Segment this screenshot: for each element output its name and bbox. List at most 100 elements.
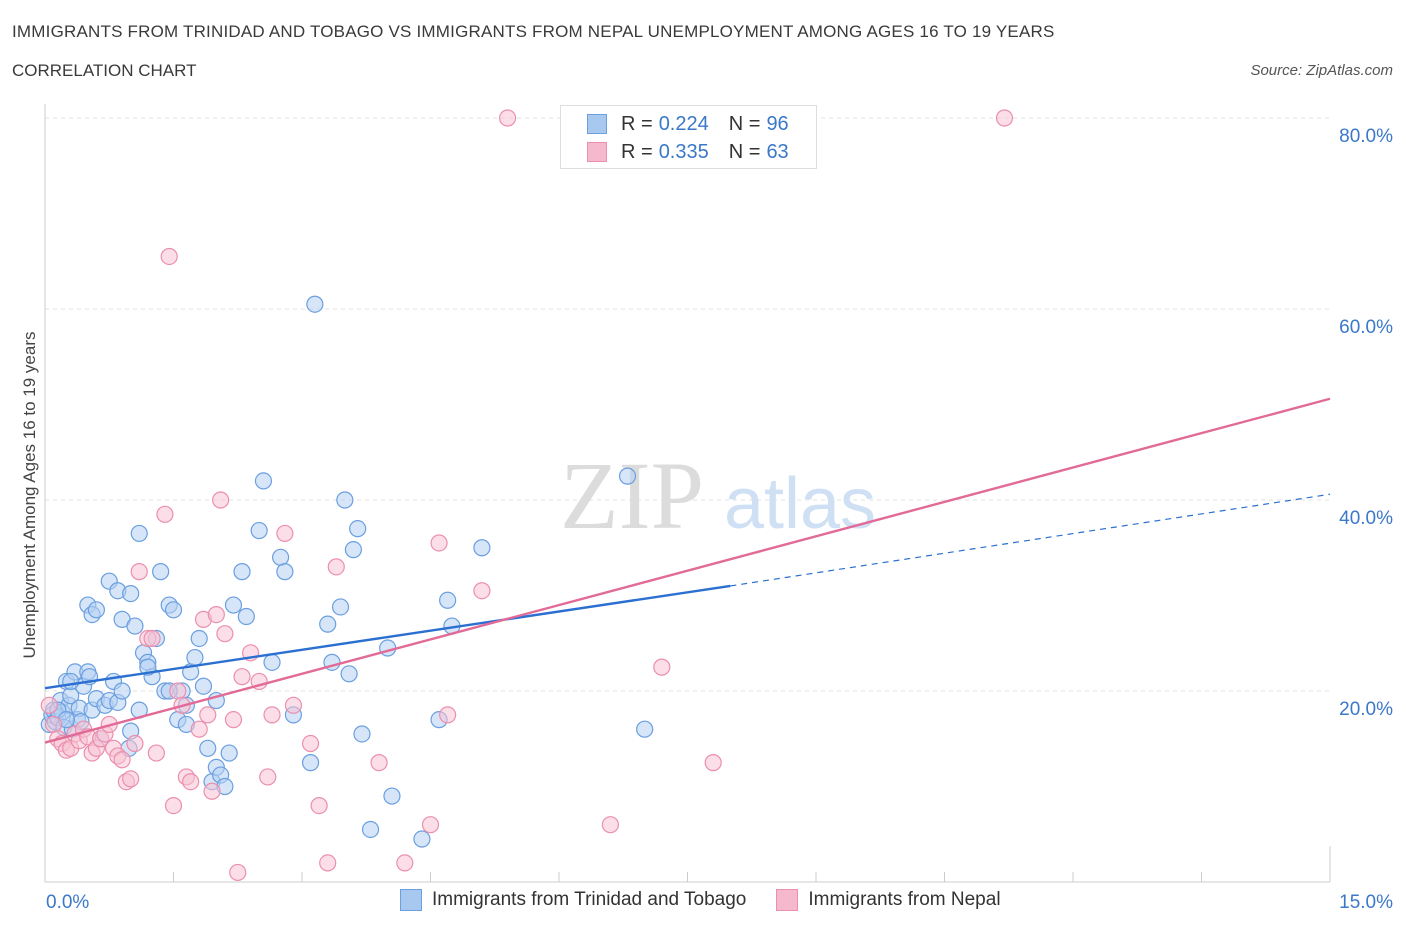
point-nepal — [263, 706, 281, 724]
point-trinidad — [113, 682, 131, 700]
point-nepal — [44, 715, 63, 734]
point-trinidad — [122, 584, 140, 603]
point-trinidad — [344, 541, 362, 559]
point-trinidad — [224, 596, 243, 614]
y-tick-label: 80.0% — [1339, 126, 1393, 147]
trend-line-trinidad — [44, 584, 731, 690]
point-nepal — [122, 770, 140, 788]
point-nepal — [203, 782, 221, 800]
point-trinidad — [186, 648, 204, 667]
point-nepal — [499, 109, 517, 127]
point-nepal — [301, 734, 320, 753]
point-trinidad — [62, 672, 80, 691]
point-trinidad — [87, 601, 106, 619]
n-value: 63 — [766, 140, 789, 163]
point-trinidad — [383, 787, 401, 805]
x-tick-label: 15.0% — [1339, 892, 1393, 913]
point-trinidad — [319, 615, 337, 633]
x-tick-label: 0.0% — [46, 892, 89, 913]
point-trinidad — [306, 295, 324, 313]
point-trinidad — [276, 563, 294, 581]
n-key: N = — [728, 112, 761, 135]
point-trinidad — [331, 598, 350, 616]
point-trinidad — [237, 607, 255, 626]
point-nepal — [430, 534, 448, 552]
legend-item-trinidad[interactable]: Immigrants from Trinidad and Tobago — [400, 889, 746, 911]
n-value: 96 — [766, 112, 789, 135]
point-nepal — [156, 505, 174, 523]
point-trinidad — [126, 617, 144, 635]
legend-swatch-nepal — [776, 889, 799, 911]
watermark-zip: ZIP — [560, 442, 704, 549]
point-trinidad — [190, 629, 208, 648]
point-nepal — [212, 491, 230, 509]
legend-swatch-trinidad — [587, 114, 607, 134]
point-nepal — [143, 629, 161, 648]
trend-lines — [44, 397, 1331, 744]
point-trinidad — [271, 548, 290, 566]
point-nepal — [653, 658, 671, 676]
point-trinidad — [439, 591, 457, 609]
point-trinidad — [336, 491, 354, 509]
point-nepal — [164, 796, 183, 815]
n-key: N = — [728, 140, 761, 163]
stats-legend: R = 0.224 N = 96 R = 0.335 N = 63 — [560, 105, 817, 169]
r-value: 0.224 — [658, 112, 709, 135]
point-trinidad — [152, 563, 170, 581]
y-tick-label: 40.0% — [1339, 508, 1393, 529]
point-trinidad — [413, 830, 431, 848]
point-nepal — [421, 816, 440, 834]
point-nepal — [310, 796, 328, 815]
chart-subtitle: CORRELATION CHART — [12, 61, 197, 80]
point-nepal — [601, 816, 620, 834]
point-nepal — [259, 768, 277, 786]
point-trinidad — [254, 472, 273, 490]
legend-label-nepal: Immigrants from Nepal — [808, 889, 1001, 910]
point-trinidad — [199, 739, 217, 757]
point-trinidad — [263, 653, 281, 671]
point-nepal — [995, 109, 1014, 127]
point-nepal — [224, 711, 243, 729]
point-nepal — [40, 696, 58, 714]
point-nepal — [233, 668, 251, 686]
point-nepal — [229, 863, 247, 882]
point-trinidad — [233, 563, 251, 581]
point-trinidad — [361, 820, 380, 839]
series-legend: Immigrants from Trinidad and Tobago Immi… — [400, 889, 1031, 911]
point-trinidad — [636, 720, 654, 738]
source-label: Source: ZipAtlas.com — [1250, 62, 1393, 79]
point-nepal — [319, 854, 337, 872]
r-value: 0.335 — [658, 140, 709, 163]
axes — [44, 104, 1331, 883]
legend-item-nepal[interactable]: Immigrants from Nepal — [776, 889, 1001, 911]
stats-row-nepal: R = 0.335 N = 63 — [587, 140, 809, 164]
point-nepal — [473, 582, 491, 600]
point-nepal — [130, 563, 148, 581]
point-trinidad — [349, 520, 367, 538]
data-points — [40, 109, 1014, 882]
point-nepal — [207, 605, 225, 624]
legend-swatch-nepal — [587, 142, 607, 162]
point-trinidad — [340, 665, 358, 683]
r-key: R = — [621, 112, 653, 135]
point-trinidad — [618, 467, 637, 485]
point-nepal — [396, 854, 414, 872]
point-nepal — [147, 744, 165, 762]
point-nepal — [327, 558, 345, 576]
point-nepal — [284, 696, 303, 714]
chart-title: IMMIGRANTS FROM TRINIDAD AND TOBAGO VS I… — [12, 22, 1055, 41]
stats-row-trinidad: R = 0.224 N = 96 — [587, 112, 809, 136]
y-tick-label: 60.0% — [1339, 317, 1393, 338]
point-nepal — [113, 751, 131, 769]
point-trinidad — [473, 539, 491, 557]
point-nepal — [190, 720, 208, 738]
tick-labels: 20.0% 40.0% 60.0% 80.0% 0.0% 15.0% — [46, 126, 1393, 913]
watermark-atlas: atlas — [724, 464, 876, 544]
point-nepal — [126, 734, 144, 753]
trend-line-nepal — [44, 397, 1331, 744]
point-nepal — [169, 682, 187, 700]
y-tick-label: 20.0% — [1339, 699, 1393, 720]
point-nepal — [704, 754, 722, 772]
point-trinidad — [164, 601, 183, 619]
